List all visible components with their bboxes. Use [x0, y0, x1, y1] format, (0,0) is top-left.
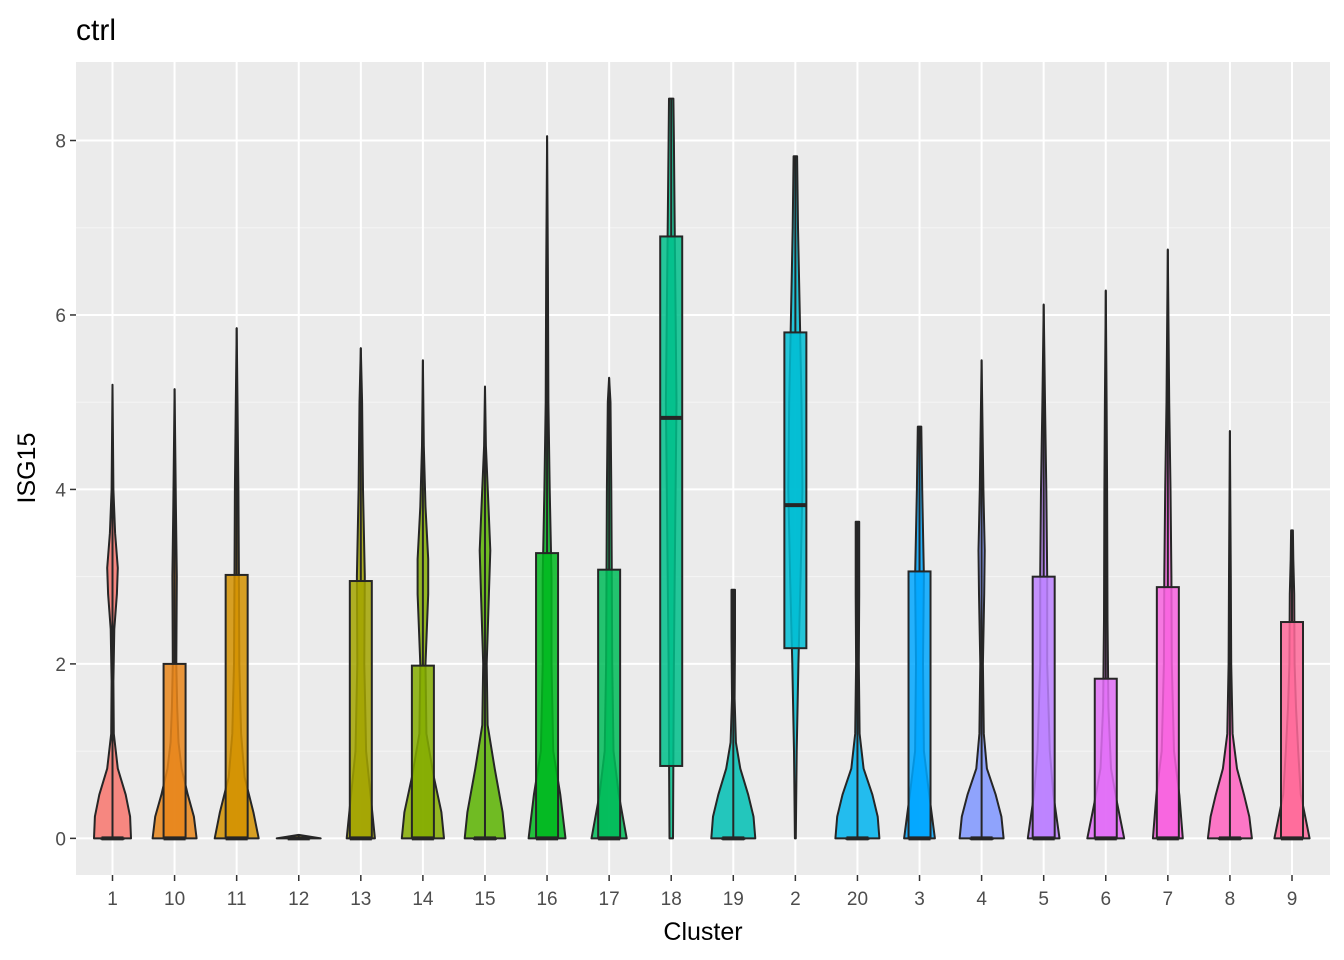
x-tick-label: 13: [350, 889, 371, 910]
cluster-1-group: [93, 383, 132, 841]
y-axis-title: ISG15: [13, 433, 41, 504]
cluster-20-group: [834, 520, 881, 841]
x-axis-title: Cluster: [663, 918, 742, 946]
y-tick-label: 4: [55, 480, 66, 501]
cluster-17-group: [590, 376, 628, 841]
cluster-11-group: [213, 327, 260, 841]
box-6: [1093, 677, 1118, 840]
box-11: [224, 573, 249, 840]
chart-title: ctrl: [76, 14, 116, 47]
box-18: [659, 235, 684, 767]
x-tick-label: 4: [976, 889, 987, 910]
x-tick-label: 15: [474, 889, 495, 910]
box-17: [597, 568, 622, 840]
box-10: [162, 662, 187, 840]
cluster-2-group: [783, 155, 808, 840]
x-tick-label: 19: [723, 889, 744, 910]
box-16: [535, 552, 560, 840]
x-axis-ticks: 1 10 11 12 13 14 15 16 17 18 19 2 20 3 4 5 6 7 8 9: [107, 875, 1297, 910]
x-tick-label: 7: [1163, 889, 1174, 910]
y-tick-label: 6: [55, 306, 66, 327]
x-tick-label: 8: [1225, 889, 1236, 910]
box-14: [410, 664, 435, 840]
x-tick-label: 14: [412, 889, 434, 910]
x-tick-label: 3: [914, 889, 925, 910]
cluster-4-group: [958, 359, 1005, 841]
box-9: [1280, 621, 1304, 840]
x-tick-label: 10: [164, 889, 185, 910]
cluster-6-group: [1086, 289, 1126, 841]
x-tick-label: 11: [227, 889, 247, 910]
x-tick-label: 17: [599, 889, 620, 910]
cluster-3-group: [903, 425, 936, 841]
box-7: [1155, 586, 1180, 840]
box-2: [783, 331, 808, 650]
cluster-9-group: [1273, 529, 1311, 841]
cluster-15-group: [463, 385, 507, 841]
plot-panel: [76, 62, 1330, 875]
y-tick-label: 8: [55, 132, 66, 153]
x-tick-label: 1: [107, 889, 118, 910]
chart-marks: [93, 97, 1311, 841]
x-tick-label: 5: [1038, 889, 1049, 910]
cluster-8-group: [1206, 430, 1253, 841]
x-tick-label: 6: [1100, 889, 1111, 910]
box-5: [1031, 575, 1056, 840]
x-tick-label: 2: [790, 889, 801, 910]
cluster-10-group: [151, 388, 198, 841]
x-tick-label: 16: [536, 889, 557, 910]
cluster-7-group: [1151, 248, 1184, 841]
box-3: [907, 570, 932, 840]
cluster-18-group: [659, 97, 684, 840]
y-tick-label: 0: [55, 829, 66, 850]
y-axis-ticks: 0 2 4 6 8: [55, 132, 76, 850]
cluster-19-group: [710, 588, 757, 841]
cluster-12-group: [275, 833, 322, 841]
x-tick-label: 9: [1287, 889, 1298, 910]
cluster-14-group: [400, 359, 445, 841]
cluster-13-group: [345, 347, 376, 841]
x-tick-label: 18: [661, 889, 682, 910]
box-13: [348, 580, 373, 840]
y-tick-label: 2: [55, 655, 66, 676]
x-tick-label: 20: [847, 889, 868, 910]
cluster-16-group: [527, 135, 567, 841]
cluster-5-group: [1026, 303, 1061, 841]
x-tick-label: 12: [288, 889, 309, 910]
